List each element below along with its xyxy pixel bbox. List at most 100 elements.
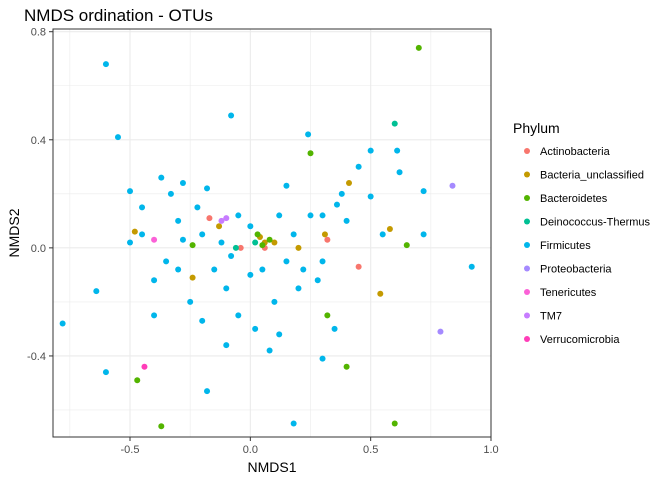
point-bacteroidetes [189,242,196,249]
point-firmicutes [331,325,338,332]
point-firmicutes [187,298,194,305]
point-bacteroidetes [158,423,165,430]
legend-label-proteobacteria: Proteobacteria [540,264,612,276]
chart-title: NMDS ordination - OTUs [24,6,213,25]
point-actinobacteria [324,236,331,243]
point-firmicutes [228,112,235,119]
point-firmicutes [343,217,350,224]
point-firmicutes [420,188,427,195]
point-firmicutes [319,212,326,219]
point-firmicutes [314,277,321,284]
point-firmicutes [319,355,326,362]
legend-label-tm7: TM7 [540,311,562,323]
plot-panel-background [53,29,491,437]
legend-label-verrucomicrobia: Verrucomicrobia [540,334,620,346]
point-bacteroidetes [343,363,350,370]
point-firmicutes [199,231,206,238]
legend-label-firmicutes: Firmicutes [540,240,591,252]
point-firmicutes [139,231,146,238]
legend-label-bacteroidetes: Bacteroidetes [540,193,608,205]
y-tick-label: 0.0 [31,243,46,255]
point-firmicutes [367,193,374,200]
point-firmicutes [276,331,283,338]
point-firmicutes [338,190,345,197]
point-actinobacteria [355,263,362,270]
point-firmicutes [175,266,182,273]
point-firmicutes [175,217,182,224]
point-deinococcus-thermus [252,239,259,246]
point-firmicutes [468,263,475,270]
point-firmicutes [204,185,211,192]
point-bacteria-unclassified [346,180,353,187]
y-axis-title: NMDS2 [6,208,22,257]
x-tick-label: 0.0 [243,444,258,456]
point-firmicutes [102,61,109,68]
point-actinobacteria [237,244,244,251]
data-points [59,44,475,430]
legend-title: Phylum [513,120,560,136]
point-tm7 [223,215,230,222]
legend-key-tenericutes [524,289,530,295]
legend-key-actinobacteria [524,148,530,154]
point-proteobacteria [449,182,456,189]
point-firmicutes [235,212,242,219]
point-firmicutes [218,239,225,246]
point-firmicutes [158,174,165,181]
point-firmicutes [199,317,206,324]
legend-key-proteobacteria [524,265,530,272]
point-bacteria-unclassified [295,244,302,251]
point-bacteroidetes [403,242,410,249]
point-deinococcus-thermus [391,120,398,127]
point-firmicutes [305,131,312,138]
point-firmicutes [127,239,134,246]
point-firmicutes [139,204,146,211]
point-bacteria-unclassified [131,228,138,235]
point-firmicutes [396,169,403,176]
point-proteobacteria [437,328,444,335]
y-axis-ticks: -0.4 0.0 0.4 0.8 [27,27,53,363]
point-firmicutes [204,388,211,395]
point-firmicutes [290,420,297,427]
point-deinococcus-thermus [232,244,239,251]
point-verrucomicrobia [141,363,148,370]
point-firmicutes [223,285,230,292]
point-bacteria-unclassified [386,225,393,232]
legend-label-actinobacteria: Actinobacteria [540,146,611,158]
point-bacteroidetes [134,377,141,384]
point-firmicutes [394,147,401,154]
point-bacteria-unclassified [271,239,278,246]
point-bacteroidetes [391,420,398,427]
point-firmicutes [379,231,386,238]
point-firmicutes [283,258,290,265]
point-firmicutes [271,298,278,305]
point-firmicutes [247,271,254,278]
point-bacteroidetes [324,312,331,319]
point-firmicutes [127,188,134,195]
legend: Phylum Actinobacteria Bacteria_unclassifi… [513,120,651,346]
point-firmicutes [333,201,340,208]
point-firmicutes [223,342,230,349]
point-firmicutes [252,325,259,332]
point-firmicutes [300,266,307,273]
point-tenericutes [151,236,158,243]
point-firmicutes [367,147,374,154]
point-bacteroidetes [259,242,266,249]
point-firmicutes [151,312,158,319]
point-bacteria-unclassified [189,274,196,281]
legend-key-bacteroidetes [524,195,530,201]
point-firmicutes [355,163,362,170]
legend-key-bacteria-unclassified [524,171,530,178]
point-firmicutes [295,285,302,292]
legend-key-deinococcus-thermus [524,218,530,225]
point-firmicutes [163,258,170,265]
point-bacteria-unclassified [216,223,223,230]
point-firmicutes [319,258,326,265]
legend-label-tenericutes: Tenericutes [540,287,597,299]
point-firmicutes [211,266,218,273]
point-firmicutes [290,231,297,238]
point-bacteria-unclassified [321,231,328,238]
point-firmicutes [283,182,290,189]
y-tick-label: 0.8 [31,27,46,39]
legend-label-deinococcus-thermus: Deinococcus-Thermus [540,217,651,229]
